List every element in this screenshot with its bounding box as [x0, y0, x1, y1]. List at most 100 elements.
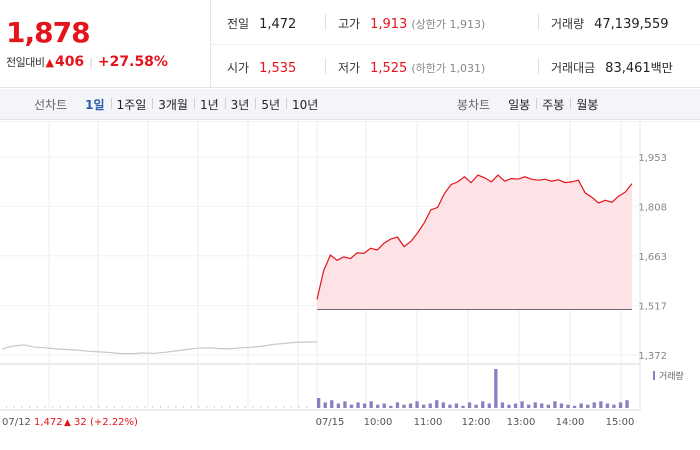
volume-legend-swatch: [653, 371, 655, 380]
stat-label: 저가: [338, 61, 361, 75]
tab-5y[interactable]: 5년: [255, 96, 286, 113]
prev-volume-bar: [13, 406, 15, 408]
volume-bar: [461, 405, 465, 408]
volume-bar: [362, 403, 367, 408]
line-chart-title: 선차트: [34, 98, 68, 112]
stat-prev-close: 전일 1,472: [227, 15, 296, 32]
volume-bar: [415, 401, 419, 408]
prev-day-close: 1,472: [34, 417, 63, 428]
prev-volume-bar: [59, 406, 61, 408]
tab-1d[interactable]: 1일: [85, 98, 105, 112]
tab-weekly[interactable]: 주봉: [536, 96, 570, 113]
stat-low: 저가 1,525 (하한가 1,031): [338, 59, 485, 76]
volume-bar: [402, 404, 406, 408]
volume-bar: [533, 402, 537, 408]
tab-3m[interactable]: 3개월: [152, 96, 194, 113]
prev-volume-bar: [260, 406, 262, 408]
price-chart[interactable]: 1,953 1,808 1,663 1,517 1,372 거래량 07/15 10:00 11…: [0, 121, 700, 450]
stat-label: 거래대금: [551, 61, 596, 75]
volume-bar: [428, 403, 432, 408]
volume-bar: [454, 403, 459, 408]
y-tick-label: 1,663: [638, 252, 667, 263]
x-tick-label: 12:00: [462, 417, 491, 428]
stat-volume: 거래량 47,139,559: [551, 15, 669, 32]
volume-bar: [474, 404, 478, 408]
y-tick-label: 1,808: [638, 202, 667, 213]
prev-volume-bar: [221, 406, 223, 408]
price-line: [316, 174, 633, 300]
prev-volume-bar: [290, 406, 292, 408]
volume-bar: [599, 401, 603, 408]
prev-volume-bar: [106, 406, 108, 408]
prev-volume-bar: [67, 406, 69, 408]
tab-1y[interactable]: 1년: [193, 96, 225, 113]
volume-bar: [467, 402, 472, 408]
volume-bar: [605, 403, 610, 408]
prev-volume-bar: [152, 406, 154, 408]
y-tick-label: 1,517: [638, 302, 667, 313]
prev-volume-bar: [267, 406, 269, 408]
volume-bar: [520, 401, 524, 408]
prev-day-date: 07/12: [2, 417, 31, 428]
volume-bar: [336, 403, 340, 408]
price-area-fill: [317, 175, 632, 310]
volume-bar: [527, 404, 531, 408]
prev-volume-bar: [144, 406, 146, 408]
volume-bar: [323, 402, 327, 408]
change-row: 전일대비 ▲ 406 | +27.58%: [6, 54, 168, 70]
volume-bar: [330, 400, 334, 408]
prev-volume-bar: [21, 406, 23, 408]
prev-volume-bar: [29, 406, 31, 408]
x-tick-label: 15:00: [606, 417, 635, 428]
prev-volume-bar: [75, 406, 77, 408]
prev-volume-bar: [175, 406, 177, 408]
volume-bar: [592, 402, 596, 408]
x-tick-label: 13:00: [507, 417, 536, 428]
stat-value: 83,461: [605, 61, 651, 76]
prev-volume-bar: [83, 406, 84, 408]
stat-label: 시가: [227, 61, 250, 75]
prev-volume-bar: [6, 406, 7, 408]
volume-bar: [586, 404, 590, 408]
divider: [325, 58, 326, 74]
volume-bar: [389, 405, 393, 408]
divider: |: [89, 55, 93, 69]
up-arrow-icon: ▲: [45, 55, 54, 69]
prev-volume-bar: [206, 406, 208, 408]
tab-daily[interactable]: 일봉: [508, 98, 531, 112]
prev-day-change: 32: [74, 417, 87, 428]
prev-volume-bar: [213, 406, 215, 408]
tab-10y[interactable]: 10년: [286, 96, 324, 113]
stat-value: 1,472: [259, 17, 297, 32]
volume-bar: [566, 404, 570, 408]
volume-bar: [500, 402, 505, 408]
tab-3y[interactable]: 3년: [224, 96, 256, 113]
volume-bar: [612, 404, 616, 408]
volume-bar: [618, 402, 623, 408]
volume-bar: [494, 369, 498, 408]
volume-bar: [395, 402, 400, 408]
volume-bar: [579, 403, 583, 408]
current-price: 1,878: [6, 16, 91, 49]
candle-chart-tabs: 봉차트 일봉 주봉 월봉: [457, 89, 604, 120]
volume-bar: [572, 405, 577, 408]
volume-bar: [343, 401, 347, 408]
stat-value: 1,535: [259, 61, 297, 76]
prev-volume-bar: [36, 406, 38, 408]
prev-volume-bar: [252, 406, 254, 408]
prev-volume-bar: [283, 406, 285, 408]
volume-bar: [625, 400, 629, 408]
x-tick-label: 14:00: [556, 417, 585, 428]
volume-bar: [422, 404, 426, 408]
stat-label: 전일: [227, 17, 250, 31]
tab-1w[interactable]: 1주일: [110, 96, 153, 113]
prev-volume-bar: [90, 406, 92, 408]
x-tick-label: 11:00: [414, 417, 443, 428]
volume-bar: [487, 403, 491, 408]
change-value: 406: [54, 54, 85, 70]
volume-legend-label: 거래량: [659, 370, 684, 382]
stat-value: 1,525: [370, 61, 408, 76]
volume-bar: [408, 403, 413, 408]
prev-volume-bar: [129, 406, 131, 408]
tab-monthly[interactable]: 월봉: [570, 96, 604, 113]
